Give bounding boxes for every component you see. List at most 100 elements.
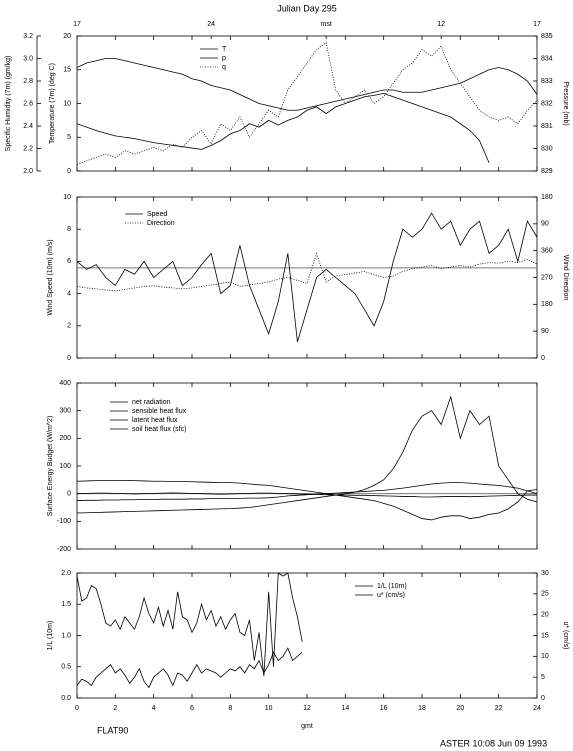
y-tick-label: 10 xyxy=(63,100,71,107)
series-line xyxy=(76,92,490,164)
y-tick-label: 0.5 xyxy=(61,664,71,671)
x-tick-label: 8 xyxy=(228,705,232,712)
y3-axis-label: Specific Humidity (7m) (gm/kg) xyxy=(5,56,12,152)
x2-tick-label: mst xyxy=(321,21,332,28)
x-tick-label: 24 xyxy=(533,705,541,712)
y2-tick-label: 831 xyxy=(541,123,553,130)
series-line xyxy=(76,647,303,689)
series-line xyxy=(76,252,538,292)
plot-frame xyxy=(76,35,538,172)
y-tick-label: 0.0 xyxy=(61,695,71,702)
y-tick-label: 8 xyxy=(67,226,71,233)
legend-label: latent heat flux xyxy=(132,417,178,424)
x2-tick-label: 12 xyxy=(437,21,445,28)
y-tick-label: 0 xyxy=(67,355,71,362)
series-line xyxy=(76,58,538,111)
plot-frame xyxy=(76,196,538,359)
y-axis-label: 1/L (10m) xyxy=(47,621,54,651)
y-tick-label: 5 xyxy=(67,134,71,141)
y3-tick-label: 2.8 xyxy=(23,78,33,85)
y2-tick-label: 90 xyxy=(541,328,549,335)
legend-label: 1/L (10m) xyxy=(377,583,407,590)
y2-tick-label: 30 xyxy=(541,570,549,577)
y3-tick-label: 2.4 xyxy=(23,123,33,130)
series-line xyxy=(76,212,538,343)
y2-tick-label: 5 xyxy=(541,674,545,681)
x-tick-label: 12 xyxy=(303,705,311,712)
legend-label: T xyxy=(222,46,227,53)
y-tick-label: 0 xyxy=(67,168,71,175)
x-tick-label: 4 xyxy=(152,705,156,712)
legend-label: u* (cm/s) xyxy=(377,592,405,599)
y2-tick-label: 832 xyxy=(541,100,553,107)
y-tick-label: 10 xyxy=(63,194,71,201)
y-tick-label: 0 xyxy=(67,491,71,498)
y3-tick-label: 2.0 xyxy=(23,168,33,175)
x2-tick-label: 17 xyxy=(533,21,541,28)
x-tick-label: 2 xyxy=(113,705,117,712)
y2-axis-label: Wind Direction xyxy=(562,255,569,301)
legend-label: Direction xyxy=(147,220,175,227)
y2-tick-label: 829 xyxy=(541,168,553,175)
x-axis-label: gmt xyxy=(301,723,313,730)
legend-label: net radiation xyxy=(132,399,171,406)
y-tick-label: 6 xyxy=(67,258,71,265)
y3-tick-label: 3.0 xyxy=(23,55,33,62)
legend-label: soil heat flux (sfc) xyxy=(132,426,186,433)
x-tick-label: 6 xyxy=(190,705,194,712)
x-tick-label: 10 xyxy=(265,705,273,712)
plot-frame xyxy=(76,572,538,699)
series-line xyxy=(76,572,303,677)
legend-label: p xyxy=(222,55,226,62)
x-tick-label: 22 xyxy=(495,705,503,712)
y-tick-label: 2.0 xyxy=(61,570,71,577)
y-axis-label: Wind Speed (10m) (m/s) xyxy=(47,239,54,315)
y2-tick-label: 180 xyxy=(541,194,553,201)
y2-tick-label: 0 xyxy=(541,695,545,702)
x2-tick-label: 24 xyxy=(207,21,215,28)
y2-tick-label: 270 xyxy=(541,274,553,281)
y2-axis-label: Pressure (mb) xyxy=(562,81,569,125)
y2-tick-label: 835 xyxy=(541,33,553,40)
y2-tick-label: 833 xyxy=(541,78,553,85)
y-tick-label: 1.5 xyxy=(61,601,71,608)
x-tick-label: 14 xyxy=(341,705,349,712)
y3-tick-label: 2.2 xyxy=(23,145,33,152)
y-tick-label: 20 xyxy=(63,33,71,40)
y-tick-label: 400 xyxy=(59,380,71,387)
y2-tick-label: 90 xyxy=(541,221,549,228)
x-tick-label: 16 xyxy=(380,705,388,712)
y3-tick-label: 3.2 xyxy=(23,33,33,40)
chart-title: Julian Day 295 xyxy=(277,3,337,13)
footer-right: ASTER 10:08 Jun 09 1993 xyxy=(440,738,547,748)
y-tick-label: 4 xyxy=(67,290,71,297)
legend-label: sensible heat flux xyxy=(132,408,187,415)
footer-left: FLAT90 xyxy=(97,725,128,735)
x-tick-label: 0 xyxy=(75,705,79,712)
y-tick-label: 100 xyxy=(59,463,71,470)
y2-tick-label: 834 xyxy=(541,55,553,62)
series-line xyxy=(76,395,538,514)
y2-tick-label: 25 xyxy=(541,591,549,598)
y2-tick-label: 830 xyxy=(541,145,553,152)
series-line xyxy=(76,482,538,501)
y-tick-label: 300 xyxy=(59,408,71,415)
series-line xyxy=(76,492,537,498)
x-tick-label: 20 xyxy=(456,705,464,712)
y-tick-label: 1.0 xyxy=(61,632,71,639)
legend-label: q xyxy=(222,64,226,71)
y3-tick-label: 2.6 xyxy=(23,100,33,107)
legend-label: Speed xyxy=(147,211,167,218)
y2-tick-label: 10 xyxy=(541,653,549,660)
y-tick-label: -200 xyxy=(57,546,71,553)
y2-axis-label: u* (cm/s) xyxy=(562,622,569,650)
y2-tick-label: 0 xyxy=(541,355,545,362)
x2-tick-label: 17 xyxy=(73,21,81,28)
series-line xyxy=(76,42,538,165)
y-tick-label: 2 xyxy=(67,323,71,330)
y2-tick-label: 20 xyxy=(541,612,549,619)
y-axis-label: Temperature (7m) (deg C) xyxy=(49,63,56,144)
x-tick-label: 18 xyxy=(418,705,426,712)
y2-tick-label: 360 xyxy=(541,248,553,255)
